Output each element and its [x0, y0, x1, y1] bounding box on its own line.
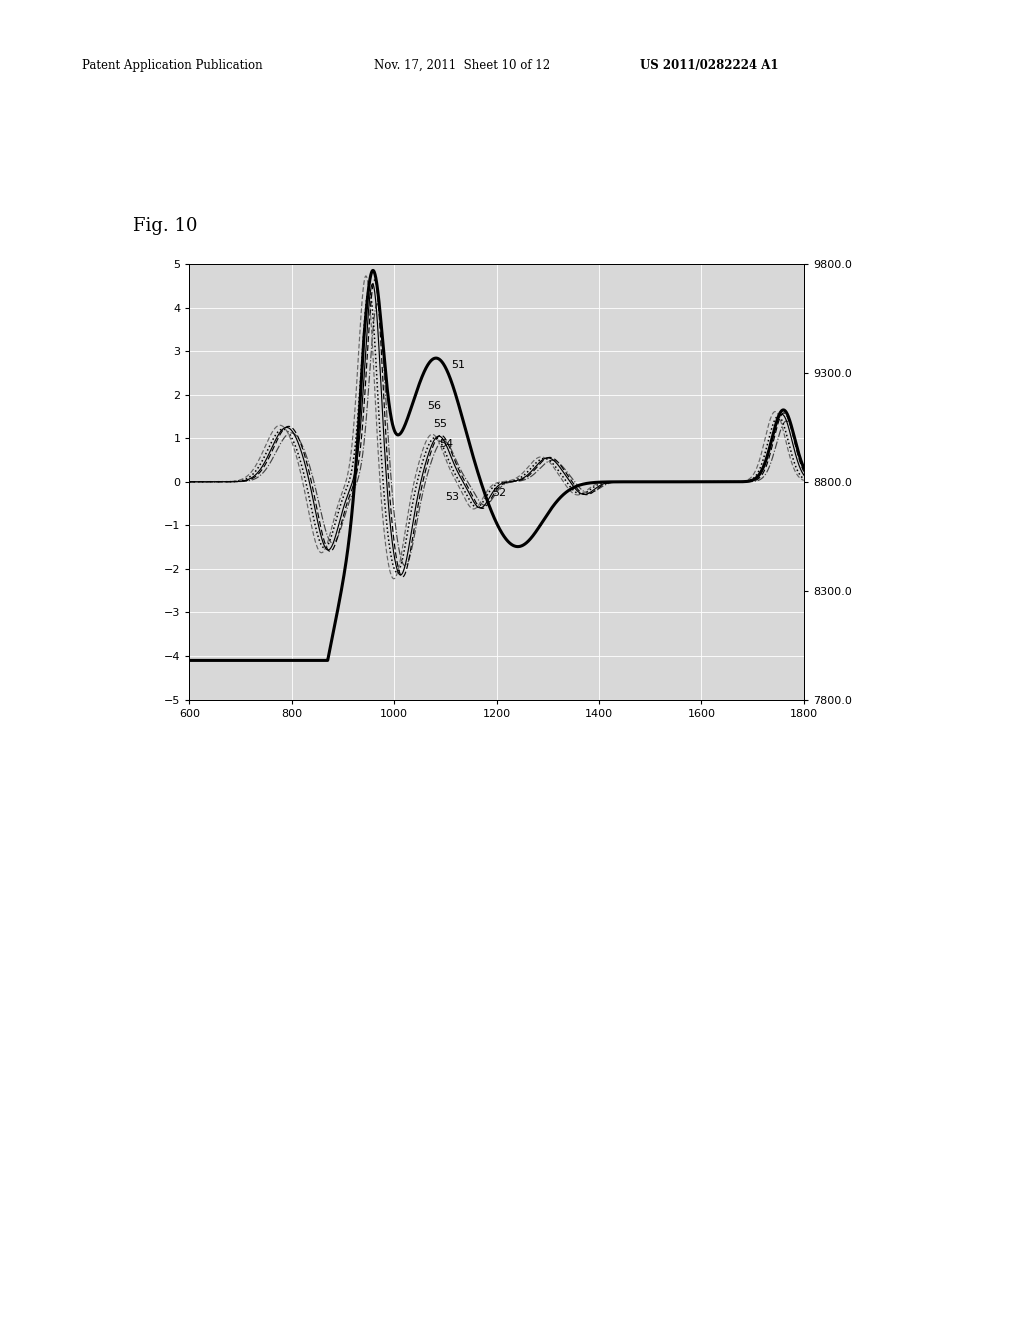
Text: 56: 56	[427, 400, 441, 411]
Text: 55: 55	[433, 420, 447, 429]
Text: Fig. 10: Fig. 10	[133, 216, 198, 235]
Text: 52: 52	[493, 487, 507, 498]
Text: Nov. 17, 2011  Sheet 10 of 12: Nov. 17, 2011 Sheet 10 of 12	[374, 58, 550, 71]
Text: 51: 51	[452, 359, 466, 370]
Text: Patent Application Publication: Patent Application Publication	[82, 58, 262, 71]
Text: 53: 53	[445, 492, 460, 502]
Text: US 2011/0282224 A1: US 2011/0282224 A1	[640, 58, 778, 71]
Text: 54: 54	[439, 440, 454, 449]
